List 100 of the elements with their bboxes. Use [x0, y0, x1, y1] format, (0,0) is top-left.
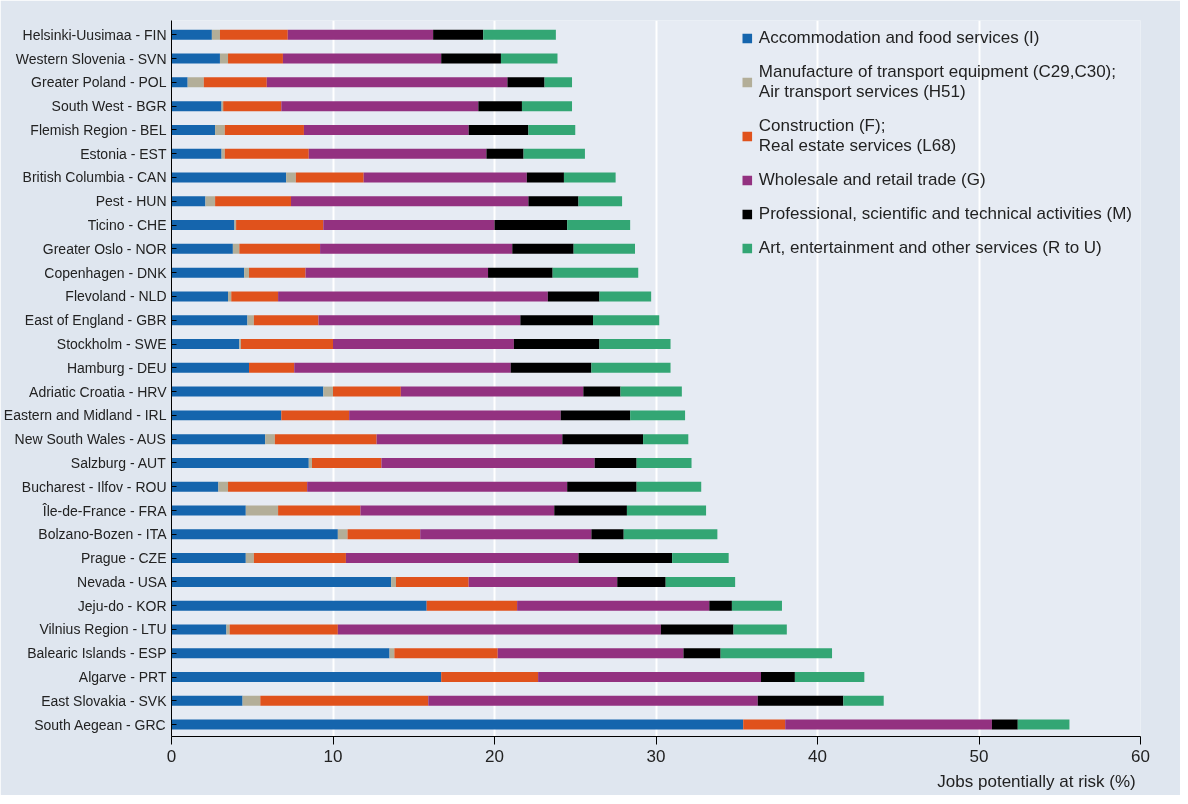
bar — [626, 505, 707, 516]
bar — [253, 315, 319, 326]
y-tick-label: Estonia - EST — [80, 145, 167, 162]
bar — [308, 148, 487, 159]
bar — [171, 434, 266, 445]
bar — [441, 672, 539, 683]
bar — [517, 600, 710, 611]
bar — [260, 695, 429, 706]
bar — [239, 243, 321, 254]
bar — [743, 719, 786, 730]
bar — [512, 243, 574, 254]
bar — [591, 529, 624, 540]
bar — [523, 148, 585, 159]
bar — [278, 505, 361, 516]
y-tick-label: South West - BGR — [51, 98, 167, 115]
bar — [282, 53, 442, 64]
bar — [171, 529, 338, 540]
bar — [468, 576, 618, 587]
bar — [274, 434, 377, 445]
bar — [231, 291, 279, 302]
bar — [226, 624, 230, 635]
legend-label: Construction (F); Real estate services (L68) — [758, 116, 957, 156]
bar — [229, 624, 338, 635]
bar — [171, 53, 220, 64]
bar — [547, 291, 600, 302]
bar — [171, 410, 282, 421]
y-tick-label: Bolzano-Bozen - ITA — [38, 526, 168, 543]
bar — [203, 77, 267, 88]
bar — [240, 339, 333, 349]
bar — [709, 600, 732, 611]
x-tick-label: 20 — [485, 746, 504, 766]
bar — [552, 267, 639, 278]
bar — [478, 101, 522, 112]
bar — [567, 220, 631, 231]
bar — [643, 434, 689, 445]
y-tick-label: Western Slovenia - SVN — [15, 50, 167, 67]
bar — [221, 148, 225, 159]
bar — [171, 481, 219, 492]
bar — [623, 529, 718, 540]
bar — [420, 529, 592, 540]
y-tick-label: New South Wales - AUS — [14, 431, 166, 448]
bar — [593, 315, 660, 326]
bar — [312, 457, 382, 468]
bar — [349, 410, 561, 421]
y-tick-label: East Slovakia - SVK — [41, 692, 168, 709]
bar — [544, 77, 573, 88]
bar — [287, 29, 434, 40]
legend-label: Manufacture of transport equipment (C29,C30); Air transport services (H51) — [758, 62, 1116, 102]
bar — [266, 77, 508, 88]
bar — [513, 339, 600, 349]
bar — [720, 648, 833, 659]
x-axis-title: Jobs potentially at risk (%) — [937, 771, 1136, 791]
bar — [307, 481, 568, 492]
bar — [215, 196, 292, 207]
bar — [486, 148, 524, 159]
bar — [563, 172, 616, 183]
y-tick-label: Vilnius Region - LTU — [39, 621, 167, 638]
y-tick-label: Flemish Region - BEL — [30, 121, 167, 138]
bar — [562, 434, 644, 445]
bar — [630, 410, 686, 421]
y-tick-label: Bucharest - Ilfov - ROU — [21, 478, 167, 495]
bar — [171, 648, 390, 659]
bar — [665, 576, 736, 587]
bar — [733, 624, 787, 635]
bar — [599, 291, 652, 302]
bar — [526, 172, 564, 183]
y-tick-label: East of England - GBR — [24, 312, 167, 329]
x-tick-label: 60 — [1131, 746, 1150, 766]
bar — [281, 410, 350, 421]
bar — [560, 410, 631, 421]
bar — [347, 529, 421, 540]
bar — [428, 695, 758, 706]
bar — [376, 434, 563, 445]
bar — [286, 172, 296, 183]
y-tick-label: Salzburg - AUT — [70, 454, 167, 471]
y-tick-label: Hamburg - DEU — [66, 359, 167, 376]
y-tick-label: Stockholm - SWE — [56, 336, 167, 353]
bar — [232, 243, 240, 254]
bar — [171, 243, 233, 254]
bar — [468, 124, 529, 135]
bar — [520, 315, 594, 326]
bar — [757, 695, 844, 706]
bar — [171, 624, 227, 635]
bar — [323, 220, 495, 231]
bar — [426, 600, 518, 611]
bar — [171, 101, 222, 112]
bar — [441, 53, 501, 64]
bar — [219, 29, 288, 40]
legend-label: Art, entertainment and other services (R to U) — [758, 238, 1102, 258]
y-tick-label: Balearic Islands - ESP — [27, 645, 167, 662]
bar — [236, 220, 324, 231]
bar — [171, 315, 248, 326]
y-tick-label: Greater Poland - POL — [31, 74, 167, 91]
y-tick-label: Prague - CZE — [80, 550, 167, 567]
bar — [318, 315, 521, 326]
bar — [843, 695, 884, 706]
bar — [278, 291, 548, 302]
bar — [337, 529, 348, 540]
bar — [171, 267, 245, 278]
bar — [171, 576, 392, 587]
